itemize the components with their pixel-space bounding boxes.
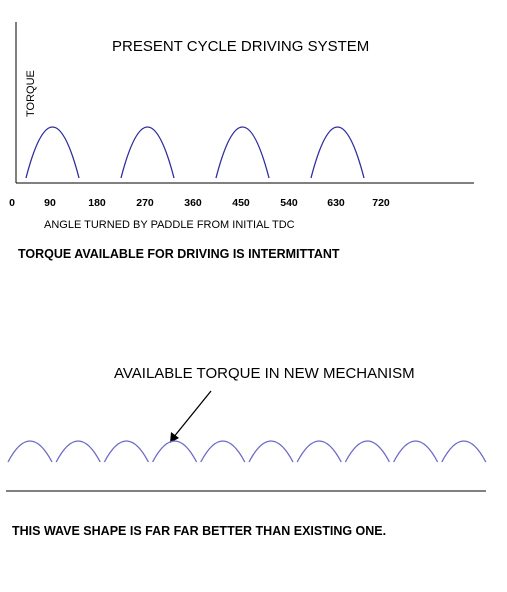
x-tick-label: 630 [327, 197, 345, 209]
x-tick-label: 720 [372, 197, 390, 209]
x-tick-label: 540 [280, 197, 298, 209]
torque-hump [55, 440, 101, 463]
torque-hump [120, 126, 175, 179]
x-tick-label: 90 [44, 197, 56, 209]
x-tick-label: 360 [184, 197, 202, 209]
intermittent-torque-note: TORQUE AVAILABLE FOR DRIVING IS INTERMIT… [18, 247, 340, 261]
torque-hump [296, 440, 342, 463]
torque-hump [310, 126, 365, 179]
torque-hump [152, 440, 198, 463]
x-tick-label: 180 [88, 197, 106, 209]
torque-hump [393, 440, 439, 463]
x-tick-label: 0 [9, 197, 15, 209]
new-mechanism-chart: AVAILABLE TORQUE IN NEW MECHANISM THIS W… [6, 365, 487, 538]
intermittent-torque-wave [25, 126, 365, 179]
torque-hump [248, 440, 294, 463]
torque-hump [344, 440, 390, 463]
torque-axis-label: TORQUE [25, 70, 37, 117]
torque-hump [25, 126, 80, 179]
new-mechanism-label: AVAILABLE TORQUE IN NEW MECHANISM [114, 365, 415, 382]
angle-axis-label: ANGLE TURNED BY PADDLE FROM INITIAL TDC [44, 219, 295, 231]
x-tick-label: 270 [136, 197, 154, 209]
torque-hump [200, 440, 246, 463]
torque-hump [7, 440, 53, 463]
present-system-title: PRESENT CYCLE DRIVING SYSTEM [112, 38, 369, 55]
torque-hump [441, 440, 487, 463]
present-system-chart: PRESENT CYCLE DRIVING SYSTEM TORQUE 0 90… [9, 22, 474, 261]
torque-hump [103, 440, 149, 463]
x-tick-label: 450 [232, 197, 250, 209]
continuous-torque-wave [7, 440, 487, 463]
pointer-arrow-icon [170, 390, 212, 443]
comparison-note: THIS WAVE SHAPE IS FAR FAR BETTER THAN E… [12, 524, 386, 538]
torque-hump [215, 126, 270, 179]
